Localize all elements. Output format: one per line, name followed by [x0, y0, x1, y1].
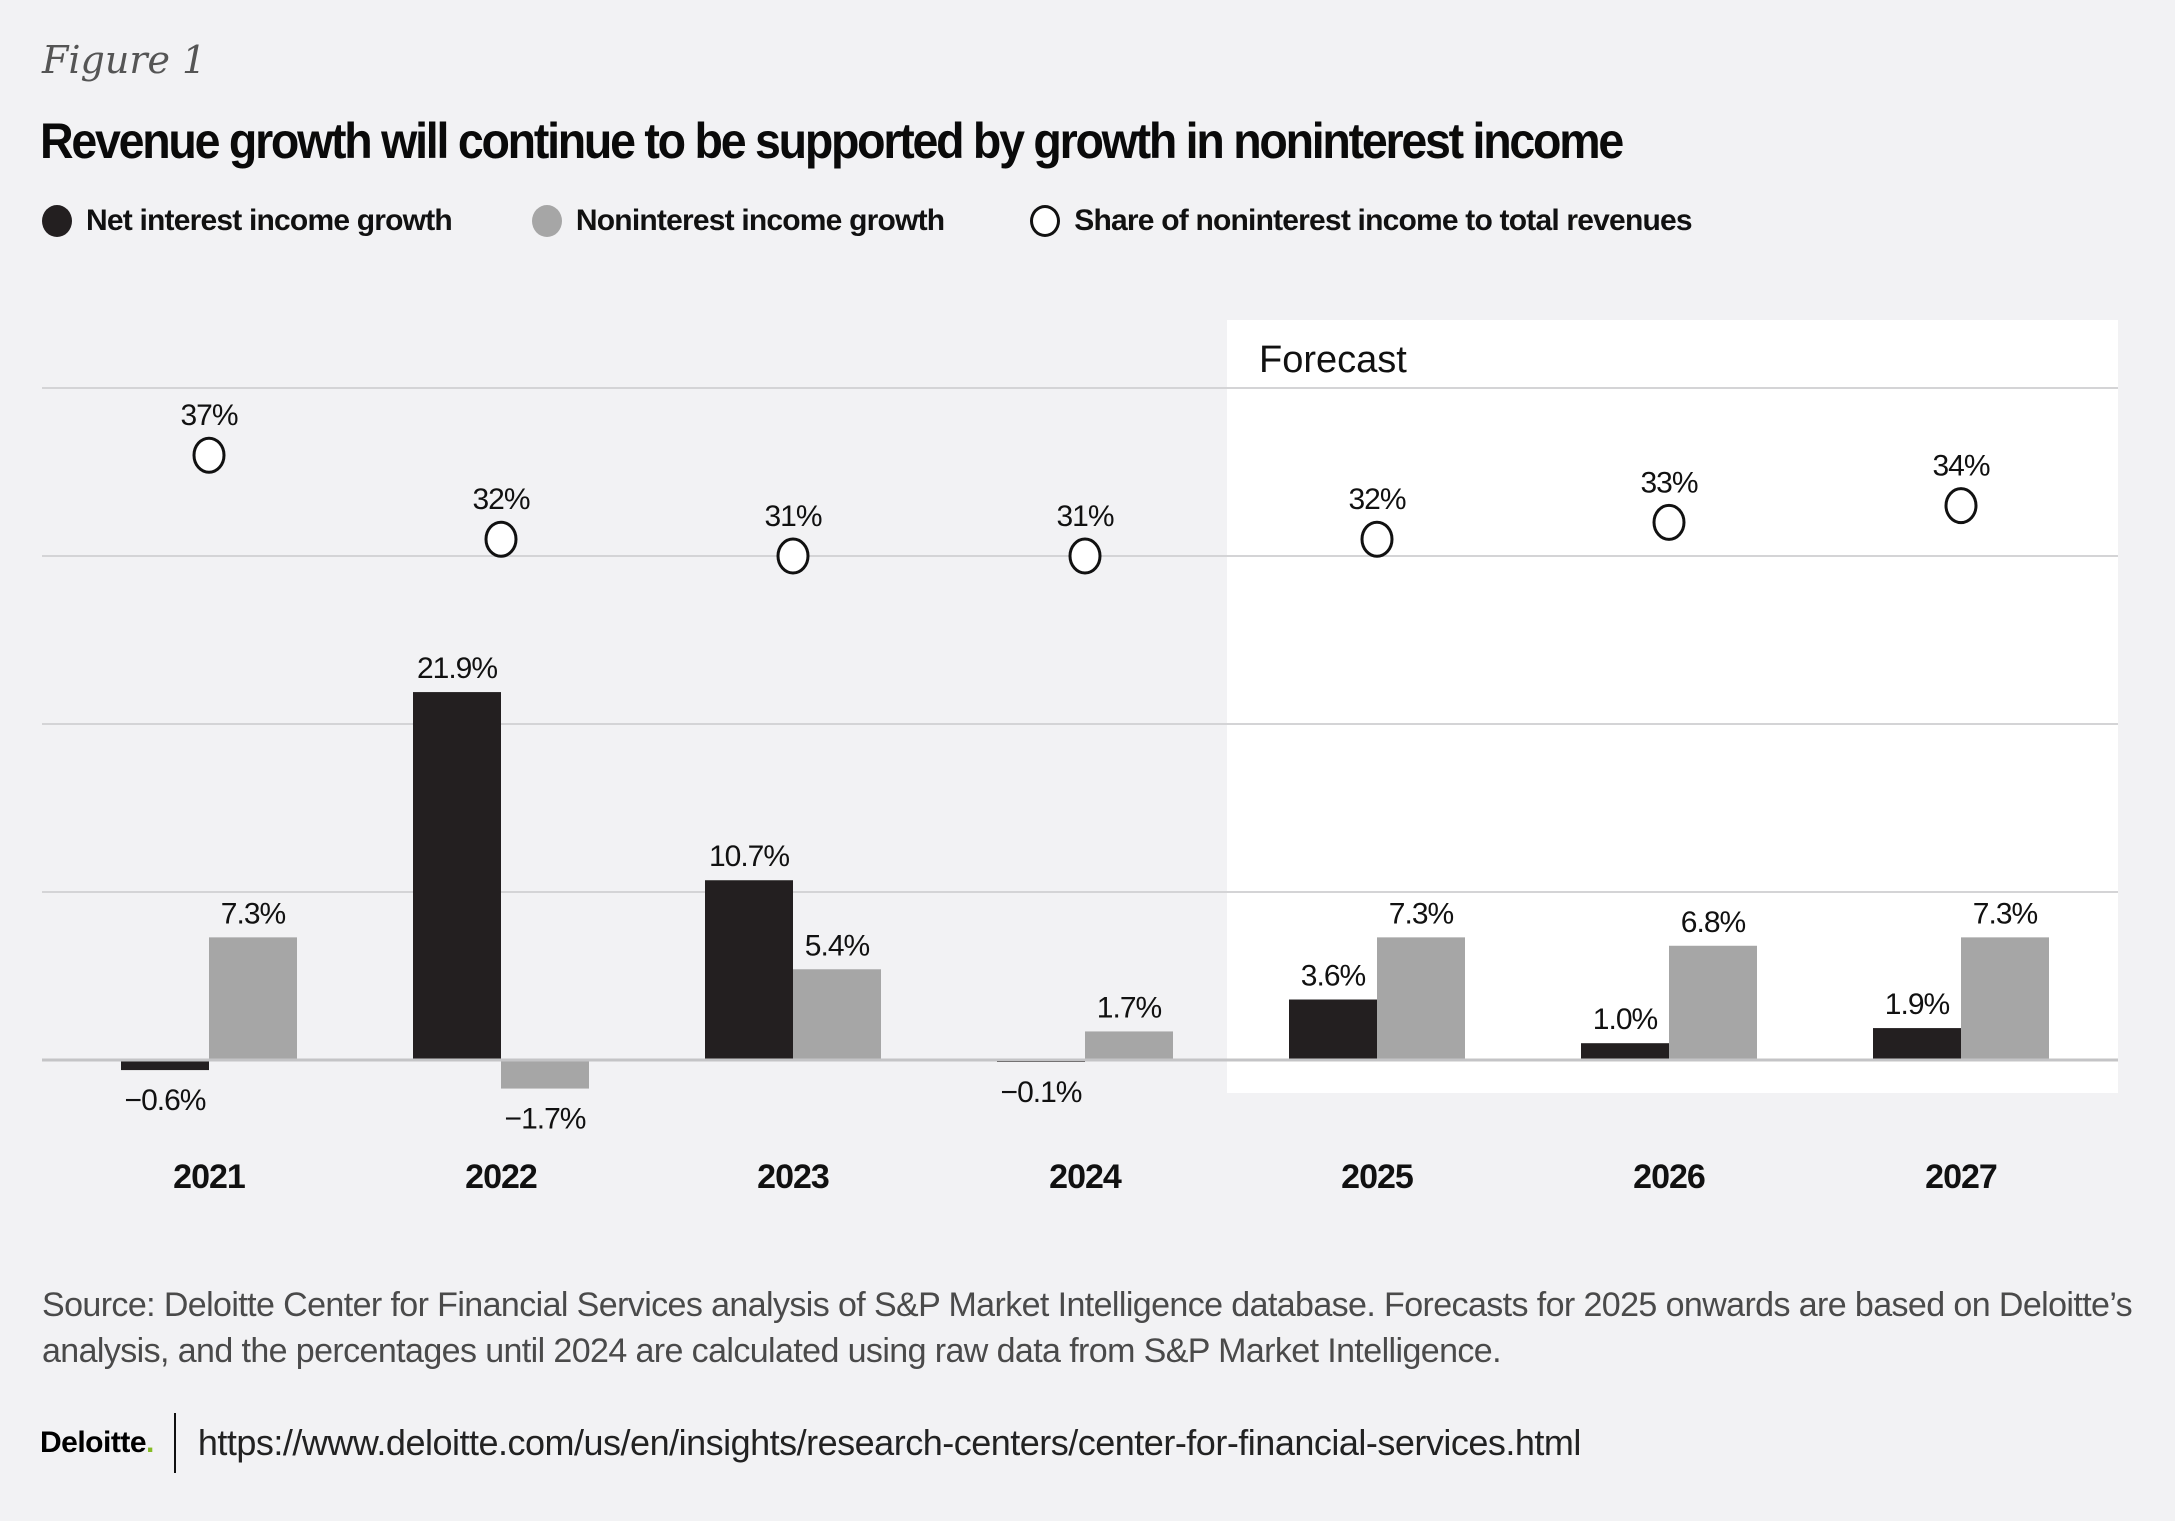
x-tick-label: 2024	[1049, 1158, 1122, 1196]
share-markers	[192, 436, 1978, 575]
legend-hollow-circle-icon	[1030, 205, 1061, 237]
deloitte-logo: Deloitte.	[40, 1426, 154, 1460]
share-label: 34%	[1932, 450, 1989, 483]
noninterest-bar-label: 5.4%	[805, 929, 870, 962]
share-label: 33%	[1640, 466, 1697, 499]
share-marker	[1944, 487, 1978, 525]
source-url-link[interactable]: https://www.deloitte.com/us/en/insights/…	[197, 1422, 1582, 1463]
share-label: 32%	[1348, 483, 1405, 516]
noninterest-bar-label: 1.7%	[1097, 991, 1162, 1024]
noninterest-bar-label: 6.8%	[1681, 906, 1746, 939]
legend-item-share: Share of noninterest income to total rev…	[1030, 204, 1693, 238]
data-labels: −0.6% 7.3% 37% 21.9% −1.7% 32% 10.7% 5.4% 31% −0.…	[125, 399, 2039, 1136]
x-tick-label: 2022	[465, 1158, 537, 1196]
noninterest-bar	[1961, 937, 2049, 1060]
share-label: 31%	[1056, 500, 1113, 533]
share-marker	[192, 436, 226, 474]
net-interest-bar-label: 3.6%	[1301, 960, 1366, 993]
noninterest-bar-label: 7.3%	[1389, 897, 1454, 930]
x-tick-label: 2021	[173, 1158, 245, 1196]
share-marker	[1360, 520, 1394, 558]
noninterest-bar	[1377, 937, 1465, 1060]
x-tick-label: 2025	[1341, 1158, 1413, 1196]
x-tick-label: 2026	[1633, 1158, 1705, 1196]
legend-item-net-interest: Net interest income growth	[42, 204, 453, 238]
noninterest-bar	[793, 969, 881, 1060]
noninterest-bar-label: 7.3%	[1973, 897, 2038, 930]
noninterest-bar-label: 7.3%	[221, 897, 286, 930]
noninterest-bar	[501, 1060, 589, 1089]
legend-label: Share of noninterest income to total rev…	[1074, 204, 1692, 237]
logo-text: Deloitte	[40, 1426, 147, 1459]
net-interest-bar	[1873, 1028, 1961, 1060]
legend-item-noninterest: Noninterest income growth	[531, 204, 945, 238]
noninterest-bar-label: −1.7%	[505, 1103, 586, 1136]
share-marker	[776, 537, 810, 575]
legend-dark-circle-icon	[42, 205, 72, 237]
x-axis-ticks: 2021 2022 2023 2024 2025 2026 2027	[173, 1158, 1998, 1196]
source-note: Source: Deloitte Center for Financial Se…	[42, 1286, 2133, 1370]
share-label: 37%	[180, 399, 237, 432]
logo-green-dot-icon: .	[146, 1426, 154, 1459]
net-interest-bar-label: 1.0%	[1593, 1003, 1658, 1036]
net-interest-bar-label: −0.6%	[125, 1084, 206, 1117]
legend-label: Noninterest income growth	[575, 204, 945, 237]
chart-area: Forecast −0.6% 7.3% 37% 21.9% −1.7% 32% 10.7% 5…	[42, 320, 2118, 1196]
net-interest-bar-label: 1.9%	[1885, 988, 1950, 1021]
share-marker	[1652, 503, 1686, 541]
share-marker	[484, 520, 518, 558]
chart-title: Revenue growth will continue to be suppo…	[40, 113, 1624, 169]
net-interest-bar	[1581, 1043, 1669, 1060]
noninterest-bar	[1085, 1031, 1173, 1060]
net-interest-bar	[413, 692, 501, 1060]
footer-divider	[173, 1413, 176, 1473]
x-tick-label: 2027	[1925, 1158, 1997, 1196]
share-label: 32%	[472, 483, 529, 516]
bars	[121, 692, 2049, 1089]
noninterest-bar	[1669, 945, 1757, 1060]
net-interest-bar-label: 21.9%	[417, 652, 497, 685]
net-interest-bar	[1289, 999, 1377, 1060]
net-interest-bar-label: −0.1%	[1001, 1076, 1082, 1109]
legend-gray-circle-icon	[531, 205, 562, 237]
net-interest-bar	[121, 1060, 209, 1071]
forecast-label: Forecast	[1259, 339, 1407, 381]
noninterest-bar	[209, 937, 297, 1060]
legend-label: Net interest income growth	[86, 204, 453, 237]
legend: Net interest income growth Noninterest i…	[42, 204, 1772, 238]
share-marker	[1068, 537, 1102, 575]
net-interest-bar-label: 10.7%	[709, 840, 789, 873]
x-tick-label: 2023	[757, 1158, 829, 1196]
net-interest-bar	[705, 880, 793, 1060]
share-label: 31%	[764, 500, 821, 533]
footer: Deloitte. https://www.deloitte.com/us/en…	[40, 1413, 1581, 1473]
figure-label: Figure 1	[42, 38, 207, 82]
